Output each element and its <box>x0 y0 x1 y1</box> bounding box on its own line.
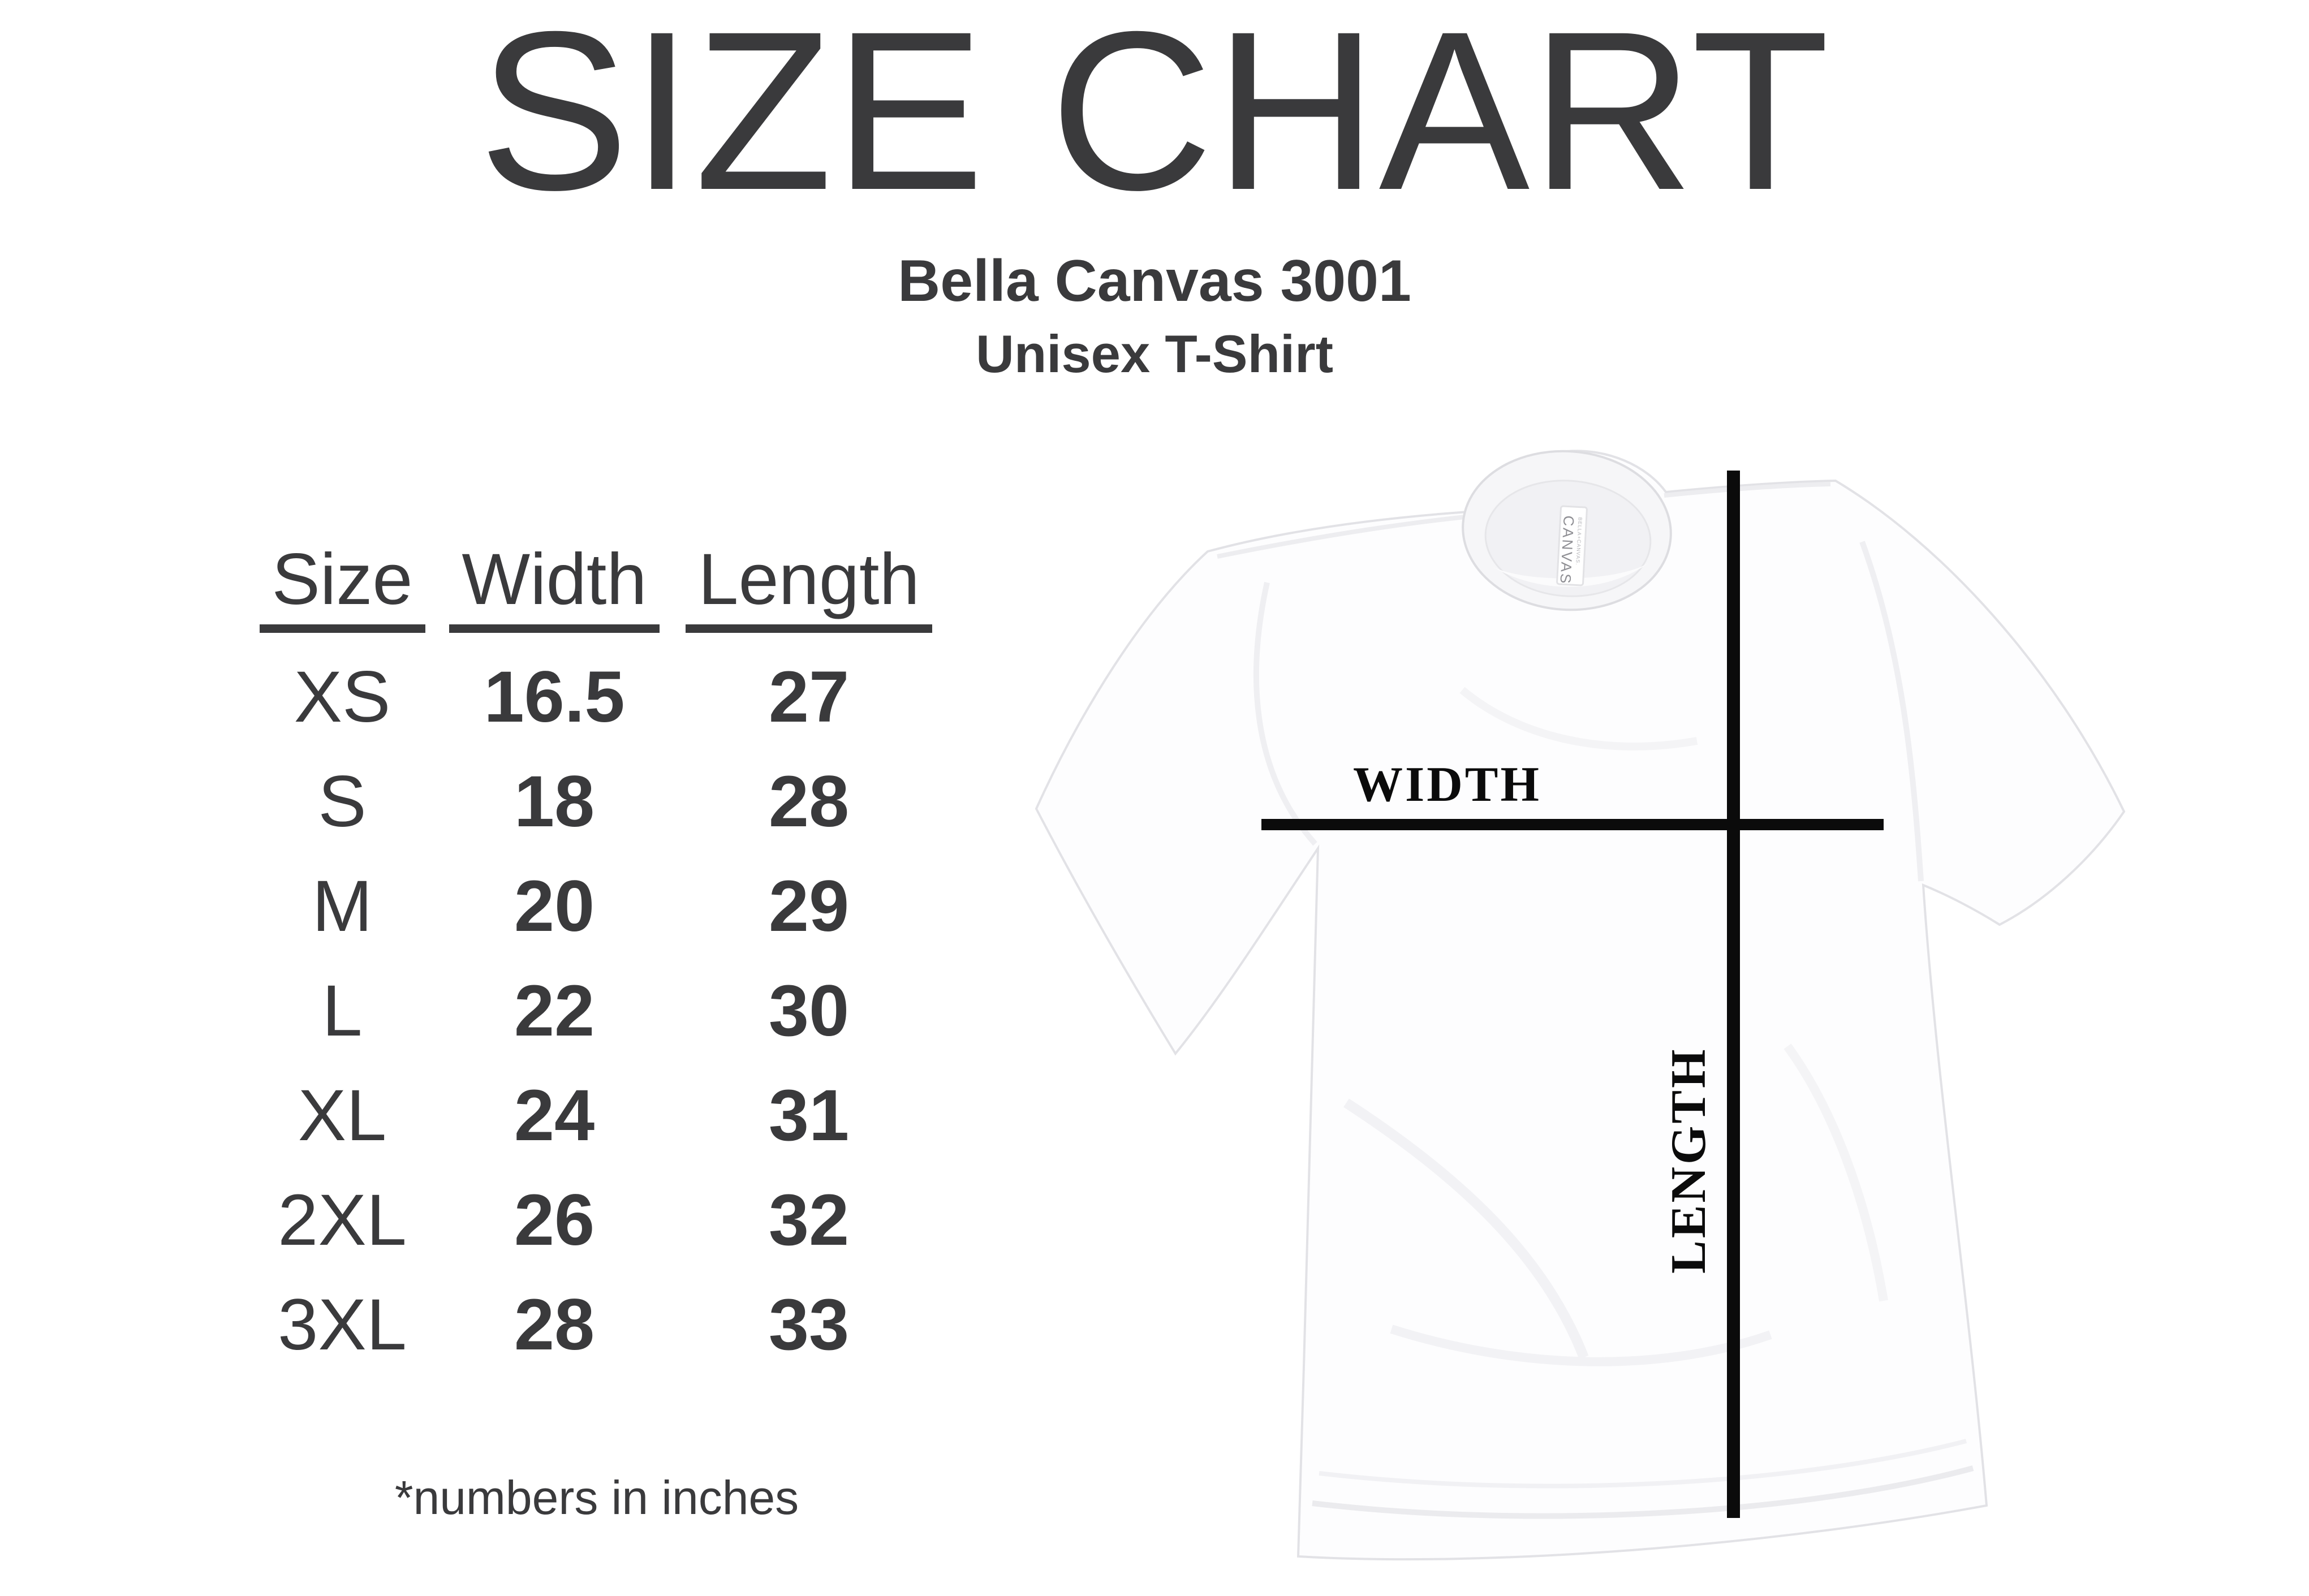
table-cell-size: M <box>312 866 373 947</box>
table-cell-size: 3XL <box>278 1284 407 1365</box>
width-label: WIDTH <box>1353 757 1541 812</box>
tag-brand-label: CANVAS <box>1557 515 1577 585</box>
column-header-length: Length <box>686 538 932 633</box>
table-cell-width: 28 <box>514 1284 595 1365</box>
table-cell-size: 2XL <box>278 1180 407 1261</box>
table-cell-width: 16.5 <box>484 657 625 737</box>
table-cell-width: 26 <box>514 1180 595 1261</box>
product-type: Unisex T-Shirt <box>975 324 1334 383</box>
tshirt-body <box>1035 450 2126 1561</box>
tag-sub-label: BELLA+CANVAS. <box>1575 517 1583 566</box>
product-name: Bella Canvas 3001 <box>898 248 1411 314</box>
column-header-width: Width <box>449 538 660 633</box>
table-cell-length: 29 <box>768 866 850 947</box>
table-cell-width: 22 <box>514 970 595 1051</box>
tshirt-neck-tag: CANVAS BELLA+CANVAS. <box>1556 505 1588 586</box>
width-measure-line <box>1261 819 1884 830</box>
table-cell-length: 31 <box>768 1075 850 1156</box>
size-table: Size Width Length XS 16.5 27 S 18 28 M 2… <box>243 526 950 1377</box>
column-header-size: Size <box>259 538 425 633</box>
table-cell-size: XL <box>298 1075 387 1156</box>
table-cell-length: 33 <box>768 1284 850 1365</box>
table-cell-size: L <box>322 970 363 1051</box>
table-cell-width: 24 <box>514 1075 595 1156</box>
tshirt-photo: CANVAS BELLA+CANVAS. WIDTH LENGTH <box>1035 450 2126 1561</box>
table-cell-length: 28 <box>768 761 850 842</box>
length-measure-line <box>1727 471 1740 1518</box>
units-note: *numbers in inches <box>394 1471 799 1524</box>
table-cell-length: 30 <box>768 970 850 1051</box>
table-cell-length: 27 <box>768 657 850 737</box>
table-cell-width: 18 <box>514 761 595 842</box>
length-label: LENGTH <box>1661 1047 1716 1274</box>
table-cell-width: 20 <box>514 866 595 947</box>
table-cell-length: 32 <box>768 1180 850 1261</box>
table-cell-size: XS <box>294 657 391 737</box>
tshirt-shading <box>1217 482 1974 1519</box>
table-cell-size: S <box>318 761 367 842</box>
page-title: SIZE CHART <box>478 0 1831 237</box>
